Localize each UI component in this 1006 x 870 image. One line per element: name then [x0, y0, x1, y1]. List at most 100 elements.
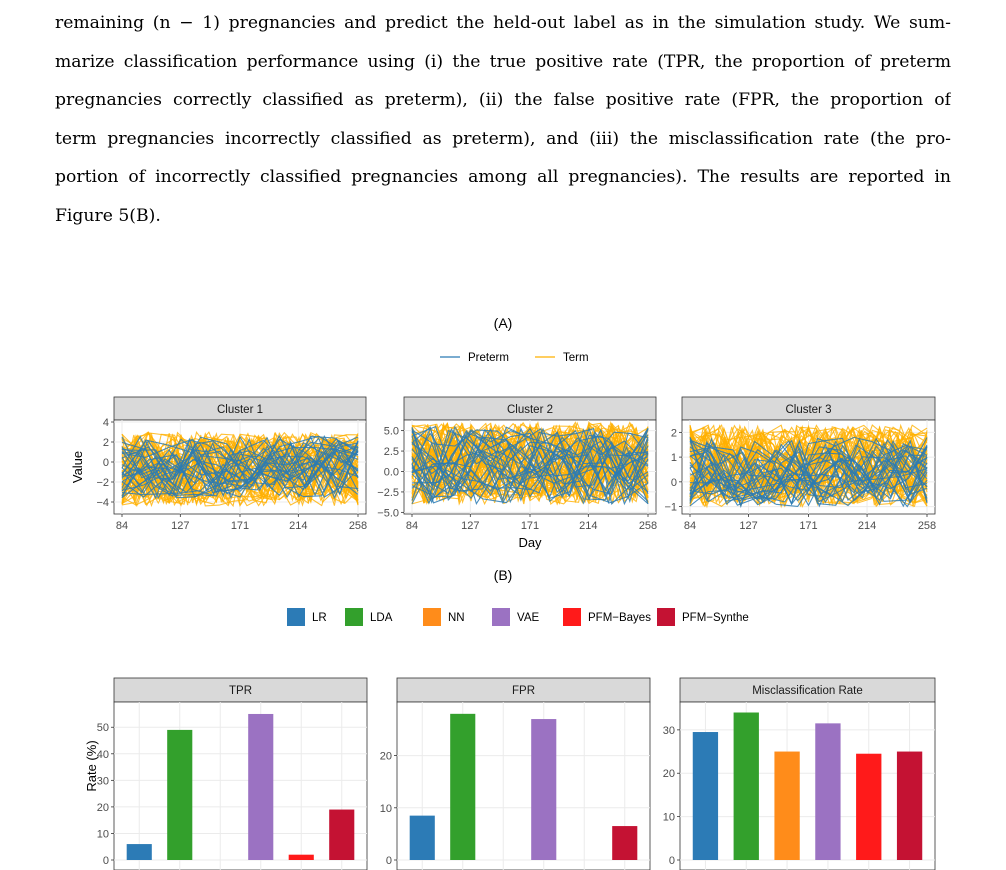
trajectory — [689, 437, 928, 502]
trajectory — [411, 422, 649, 498]
y-tick-label: 2.5 — [384, 446, 399, 458]
y-tick-label: −4 — [96, 497, 109, 509]
legend-label: LR — [312, 612, 327, 624]
figure-a-label: (A) — [494, 315, 513, 331]
trajectory — [411, 430, 649, 506]
trajectory — [411, 431, 649, 505]
panel-title: FPR — [512, 685, 535, 697]
y-tick-label: 2 — [671, 427, 677, 439]
y-tick-label: 20 — [380, 751, 392, 763]
panel-area — [113, 701, 368, 870]
bar-vae — [815, 723, 841, 860]
bar-pfm-bayes — [288, 854, 314, 860]
trajectory — [121, 436, 359, 499]
figure-b-label: (B) — [494, 567, 513, 583]
x-tick-label: 171 — [231, 520, 249, 532]
bar-lr — [692, 732, 719, 860]
legend-label-preterm: Preterm — [468, 352, 509, 364]
panel-title: TPR — [229, 685, 252, 697]
y-tick-label: 10 — [380, 803, 392, 815]
x-tick-label: 258 — [349, 520, 367, 532]
trajectory — [411, 435, 649, 498]
trajectory-lines — [411, 420, 649, 506]
trajectory — [121, 442, 359, 492]
trajectory — [411, 428, 649, 506]
paragraph-line: pregnancies correctly classified as pret… — [55, 90, 951, 111]
trajectory — [121, 437, 359, 495]
x-tick-label: 214 — [579, 520, 597, 532]
trajectory — [411, 432, 649, 503]
x-tick-label: 171 — [799, 520, 817, 532]
y-tick-label: 0 — [669, 855, 675, 867]
legend-key-pfm-bayes — [563, 608, 581, 626]
trajectory — [689, 439, 928, 501]
paragraph-line: term pregnancies incorrectly classified … — [55, 128, 951, 149]
legend-label: VAE — [517, 612, 539, 624]
y-tick-label: −5.0 — [377, 507, 399, 519]
legend-label: PFM−Bayes — [588, 612, 651, 624]
trajectory — [689, 447, 928, 506]
trajectory — [411, 426, 649, 480]
panel-title: Cluster 3 — [785, 404, 831, 416]
bar-lr — [409, 815, 435, 860]
x-tick-label: 84 — [684, 520, 696, 532]
trajectory — [689, 437, 928, 504]
x-tick-label: 258 — [918, 520, 936, 532]
legend-label: LDA — [370, 612, 393, 624]
y-tick-label: −1 — [664, 502, 677, 514]
panel-area — [396, 701, 651, 870]
y-tick-label: 40 — [97, 749, 109, 761]
panel-title: Misclassification Rate — [752, 685, 863, 697]
paragraph-line: remaining (n − 1) pregnancies and predic… — [55, 13, 951, 33]
x-tick-label: 214 — [289, 520, 307, 532]
y-tick-label: 0 — [103, 855, 109, 867]
trajectory — [121, 438, 359, 495]
legend-key-vae — [492, 608, 510, 626]
x-tick-label: 258 — [639, 520, 657, 532]
paragraph-line: marize classification performance using … — [55, 51, 951, 72]
cluster-panel-2: Cluster 2 −5.0 −2.5 0.0 2.5 5.0 84 127 171 214 258 — [377, 396, 657, 532]
trajectory — [411, 425, 649, 499]
y-tick-label: 0 — [103, 457, 109, 469]
metric-panel-misclassification-rate: Misclassification Rate 0 10 20 30 — [663, 677, 936, 870]
cluster-panel-3: Cluster 3 −1 0 1 2 84 127 171 214 258 — [664, 396, 936, 532]
bar-pfm-synthe — [896, 751, 923, 860]
trajectory — [411, 439, 649, 505]
trajectory — [411, 429, 649, 504]
bar-pfm-bayes — [856, 753, 882, 860]
trajectory — [689, 440, 928, 502]
legend-key-lr — [287, 608, 305, 626]
x-tick-label: 214 — [858, 520, 876, 532]
panel-title: Cluster 1 — [217, 404, 263, 416]
panel-strip — [396, 677, 651, 703]
body-paragraph: remaining (n − 1) pregnancies and predic… — [55, 4, 951, 236]
paragraph-line: portion of incorrectly classified pregna… — [55, 167, 951, 188]
figure-a-ylabel: Value — [70, 451, 85, 483]
metric-panel-tpr: TPR 0 10 20 30 40 50 — [97, 677, 368, 870]
y-tick-label: 5.0 — [384, 426, 399, 438]
cluster-panel-1: Cluster 1 −4 −2 0 2 4 84 127 171 214 258 — [96, 396, 367, 532]
bar-pfm-synthe — [329, 809, 355, 860]
y-tick-label: 30 — [663, 725, 675, 737]
x-tick-label: 127 — [739, 520, 757, 532]
y-tick-label: 1 — [671, 452, 677, 464]
bar-lr — [126, 844, 152, 860]
bar-nn — [774, 751, 800, 860]
y-tick-label: 30 — [97, 775, 109, 787]
figure-b-ylabel: Rate (%) — [84, 740, 99, 791]
trajectory — [411, 444, 649, 501]
trajectory — [689, 446, 928, 503]
trajectory — [689, 445, 928, 506]
y-tick-label: 0 — [671, 477, 677, 489]
trajectory-lines — [689, 423, 928, 509]
legend-label-term: Term — [563, 352, 589, 364]
legend-label: NN — [448, 612, 465, 624]
y-tick-label: 10 — [97, 828, 109, 840]
bar-pfm-synthe — [612, 826, 638, 860]
trajectory — [689, 437, 928, 506]
y-tick-label: 2 — [103, 437, 109, 449]
y-tick-label: 4 — [103, 417, 109, 429]
y-tick-label: 0.0 — [384, 466, 399, 478]
y-tick-label: −2.5 — [377, 487, 399, 499]
